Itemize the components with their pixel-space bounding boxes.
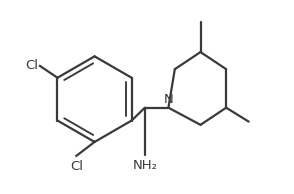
Text: N: N: [163, 93, 173, 106]
Text: Cl: Cl: [25, 60, 38, 73]
Text: Cl: Cl: [70, 160, 83, 173]
Text: NH₂: NH₂: [132, 159, 157, 172]
